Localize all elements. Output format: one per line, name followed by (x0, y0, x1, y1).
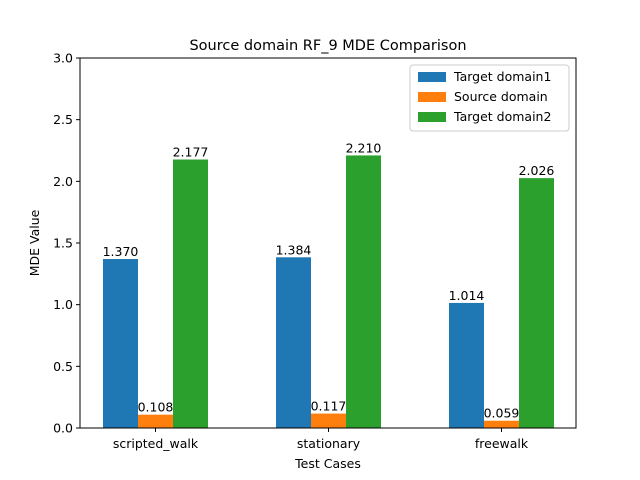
bar-value-label: 2.210 (346, 140, 382, 155)
x-tick-label: freewalk (475, 436, 529, 451)
y-axis-label: MDE Value (27, 209, 42, 276)
y-tick-label: 2.0 (53, 174, 73, 189)
bar-value-label: 0.108 (138, 400, 174, 415)
plot-frame (79, 57, 577, 429)
plot-area: 0.0 0.5 1.0 1.5 2.0 2.5 3.0 scripted_walk statio… (53, 51, 554, 452)
legend: Target domain1 Source domain Target domain… (409, 64, 570, 132)
legend-box (409, 64, 570, 132)
bar (449, 302, 484, 428)
chart-title: Source domain RF_9 MDE Comparison (189, 38, 466, 54)
bar-value-label: 0.059 (484, 406, 520, 421)
legend-swatch (418, 92, 446, 102)
bar (484, 420, 519, 428)
bar-value-label: 1.384 (276, 242, 312, 257)
bar (173, 159, 208, 428)
legend-label: Target domain1 (453, 69, 551, 84)
x-tick-label: stationary (297, 436, 361, 451)
legend-swatch (418, 112, 446, 122)
bar-value-label: 2.177 (173, 145, 209, 160)
y-tick-label: 0.0 (53, 421, 73, 436)
legend-label: Source domain (454, 89, 548, 104)
bar (276, 257, 311, 428)
bar (103, 259, 138, 428)
bar-value-label: 2.026 (519, 163, 555, 178)
bar-value-label: 0.117 (311, 399, 347, 414)
legend-label: Target domain2 (453, 109, 551, 124)
legend-swatch (418, 72, 446, 82)
bar (138, 414, 173, 428)
bar (519, 178, 554, 428)
y-tick-label: 1.5 (53, 236, 73, 251)
bar-value-label: 1.370 (103, 244, 139, 259)
y-tick-label: 1.0 (53, 297, 73, 312)
y-tick-label: 3.0 (53, 51, 73, 66)
y-tick-label: 2.5 (53, 112, 73, 127)
bar (311, 413, 346, 428)
y-tick-label: 0.5 (53, 359, 73, 374)
x-axis-label: Test Cases (294, 456, 361, 471)
x-tick-label: scripted_walk (113, 436, 199, 451)
bar (346, 155, 381, 428)
bar-value-label: 1.014 (449, 288, 485, 303)
